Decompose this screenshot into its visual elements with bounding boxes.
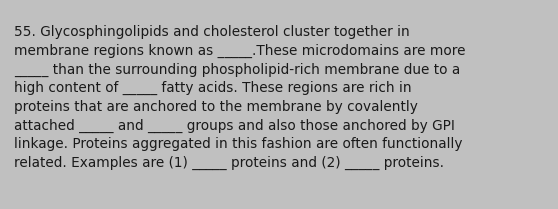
Text: 55. Glycosphingolipids and cholesterol cluster together in
membrane regions know: 55. Glycosphingolipids and cholesterol c… <box>14 25 465 170</box>
